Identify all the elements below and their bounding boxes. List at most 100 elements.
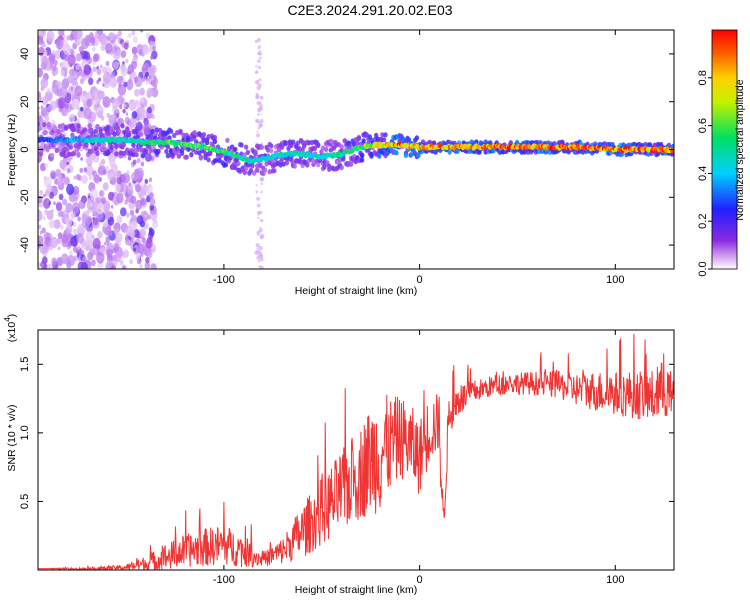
spectrogram-band-blob xyxy=(93,128,99,134)
spectrogram-noise-blob xyxy=(126,184,134,195)
spectrogram-x-tick-label: 0 xyxy=(417,274,423,286)
spectrogram-noise-blob xyxy=(91,95,95,101)
spectrogram-noise-blob xyxy=(122,61,125,65)
spectrogram-panel: -40 -20 0 20 40 -100 0 100 Height of straight … xyxy=(6,29,675,297)
spectrogram-noise-blob xyxy=(129,209,135,216)
spectrogram-band-blob xyxy=(93,145,99,152)
spectrogram-band-blob xyxy=(383,132,388,138)
snr-y-label: SNR (10 * v/v) xyxy=(6,404,18,471)
spectrogram-noise-blob xyxy=(85,164,94,176)
spectrogram-band-blob xyxy=(414,135,420,141)
spectrogram-noise-blob xyxy=(60,70,66,77)
snr-plot-area xyxy=(38,330,674,570)
colorbar-gradient xyxy=(711,29,738,270)
spectrogram-noise-blob xyxy=(87,198,91,203)
spectrogram-noise-blob xyxy=(65,216,73,227)
spectrogram-streak-blob xyxy=(256,196,261,201)
spectrogram-noise-blob xyxy=(89,202,93,208)
spectrogram-streak-blob xyxy=(259,56,262,60)
spectrogram-noise-blob xyxy=(130,195,137,204)
spectrogram-x-tick-label: 100 xyxy=(606,274,624,286)
spectrogram-band-blob xyxy=(272,168,277,174)
spectrogram-noise-blob xyxy=(125,238,130,246)
spectrogram-noise-blob xyxy=(128,117,137,128)
spectrogram-noise-blob xyxy=(72,246,78,253)
spectrogram-band-blob xyxy=(126,130,131,136)
snr-y-multiplier-base: (x10 xyxy=(6,322,18,343)
spectrogram-noise-blob xyxy=(103,241,107,246)
spectrogram-band-blob xyxy=(178,129,183,135)
snr-series-line xyxy=(38,333,674,570)
spectrogram-band-blob xyxy=(148,148,153,154)
spectrogram-noise-blob xyxy=(66,168,71,174)
spectrogram-streak-blob xyxy=(258,246,263,251)
spectrogram-noise-blob xyxy=(128,103,133,109)
spectrogram-noise-blob xyxy=(45,115,50,121)
spectrogram-noise-blob xyxy=(52,65,57,72)
spectrogram-noise-blob xyxy=(97,261,104,269)
spectrogram-noise-blob xyxy=(130,220,138,231)
spectrogram-noise-blob xyxy=(59,62,63,68)
spectrogram-noise-blob xyxy=(105,212,111,220)
spectrogram-noise-blob xyxy=(132,159,137,165)
spectrogram-noise-blob xyxy=(133,76,138,83)
spectrogram-noise-blob xyxy=(106,259,113,269)
spectrogram-band-blob xyxy=(455,148,460,154)
spectrogram-streak-blob xyxy=(256,38,261,42)
spectrogram-noise-blob xyxy=(72,228,78,235)
spectrogram-noise-blob xyxy=(145,238,153,249)
spectrogram-streak-blob xyxy=(257,107,262,112)
spectrogram-band-blob xyxy=(248,167,254,174)
spectrogram-noise-blob xyxy=(137,243,145,254)
spectrogram-noise-blob xyxy=(115,112,120,118)
spectrogram-band-blob xyxy=(269,148,274,154)
spectrogram-noise-blob xyxy=(135,208,139,214)
spectrogram-noise-blob xyxy=(59,224,64,231)
spectrogram-noise-blob xyxy=(144,261,151,269)
spectrogram-streak-blob xyxy=(259,233,265,239)
spectrogram-band-blob xyxy=(117,128,122,134)
snr-y-tick-label: 1.5 xyxy=(19,357,31,372)
spectrogram-band-blob xyxy=(316,142,321,148)
spectrogram-noise-blob xyxy=(99,92,104,99)
spectrogram-band-blob xyxy=(121,142,127,148)
spectrogram-noise-blob xyxy=(110,205,114,209)
spectrogram-noise-blob xyxy=(116,76,123,85)
spectrogram-noise-blob xyxy=(59,159,66,170)
spectrogram-noise-blob xyxy=(42,106,50,117)
spectrogram-noise-blob xyxy=(92,46,96,52)
spectrogram-noise-blob xyxy=(38,67,43,78)
snr-x-tick-label: 0 xyxy=(417,574,423,586)
spectrogram-streak-blob xyxy=(260,182,263,185)
spectrogram-band-blob xyxy=(131,142,136,148)
spectrogram-noise-blob xyxy=(143,64,147,70)
spectrogram-noise-blob xyxy=(114,47,117,52)
spectrogram-noise-blob xyxy=(102,83,105,87)
spectrogram-band-blob xyxy=(134,126,139,132)
spectrogram-noise-blob xyxy=(41,227,46,234)
spectrogram-noise-blob xyxy=(152,220,159,229)
spectrogram-noise-blob xyxy=(75,53,82,62)
spectrogram-noise-blob xyxy=(38,262,41,268)
spectrogram-band-blob xyxy=(143,128,149,134)
spectrogram-band-blob xyxy=(71,126,77,132)
spectrogram-band-blob xyxy=(87,123,92,129)
spectrogram-band-blob xyxy=(38,125,42,131)
spectrogram-streak-blob xyxy=(254,80,260,85)
spectrogram-noise-blob xyxy=(46,199,50,204)
spectrogram-noise-blob xyxy=(129,259,133,265)
spectrogram-band-blob xyxy=(84,142,89,148)
spectrogram-band-blob xyxy=(212,138,218,145)
spectrogram-streak-blob xyxy=(256,101,261,105)
spectrogram-noise-blob xyxy=(135,184,141,193)
spectrogram-noise-blob xyxy=(122,265,126,269)
spectrogram-noise-blob xyxy=(102,182,109,191)
spectrogram-noise-blob xyxy=(57,211,62,217)
spectrogram-streak-blob xyxy=(258,228,263,233)
spectrogram-band-blob xyxy=(647,142,653,148)
spectrogram-streak-blob xyxy=(255,190,259,194)
spectrogram-noise-blob xyxy=(125,58,129,64)
spectrogram-band-blob xyxy=(312,145,318,151)
spectrogram-band-blob xyxy=(82,132,88,138)
colorbar-tick-label: 0.4 xyxy=(697,166,709,181)
